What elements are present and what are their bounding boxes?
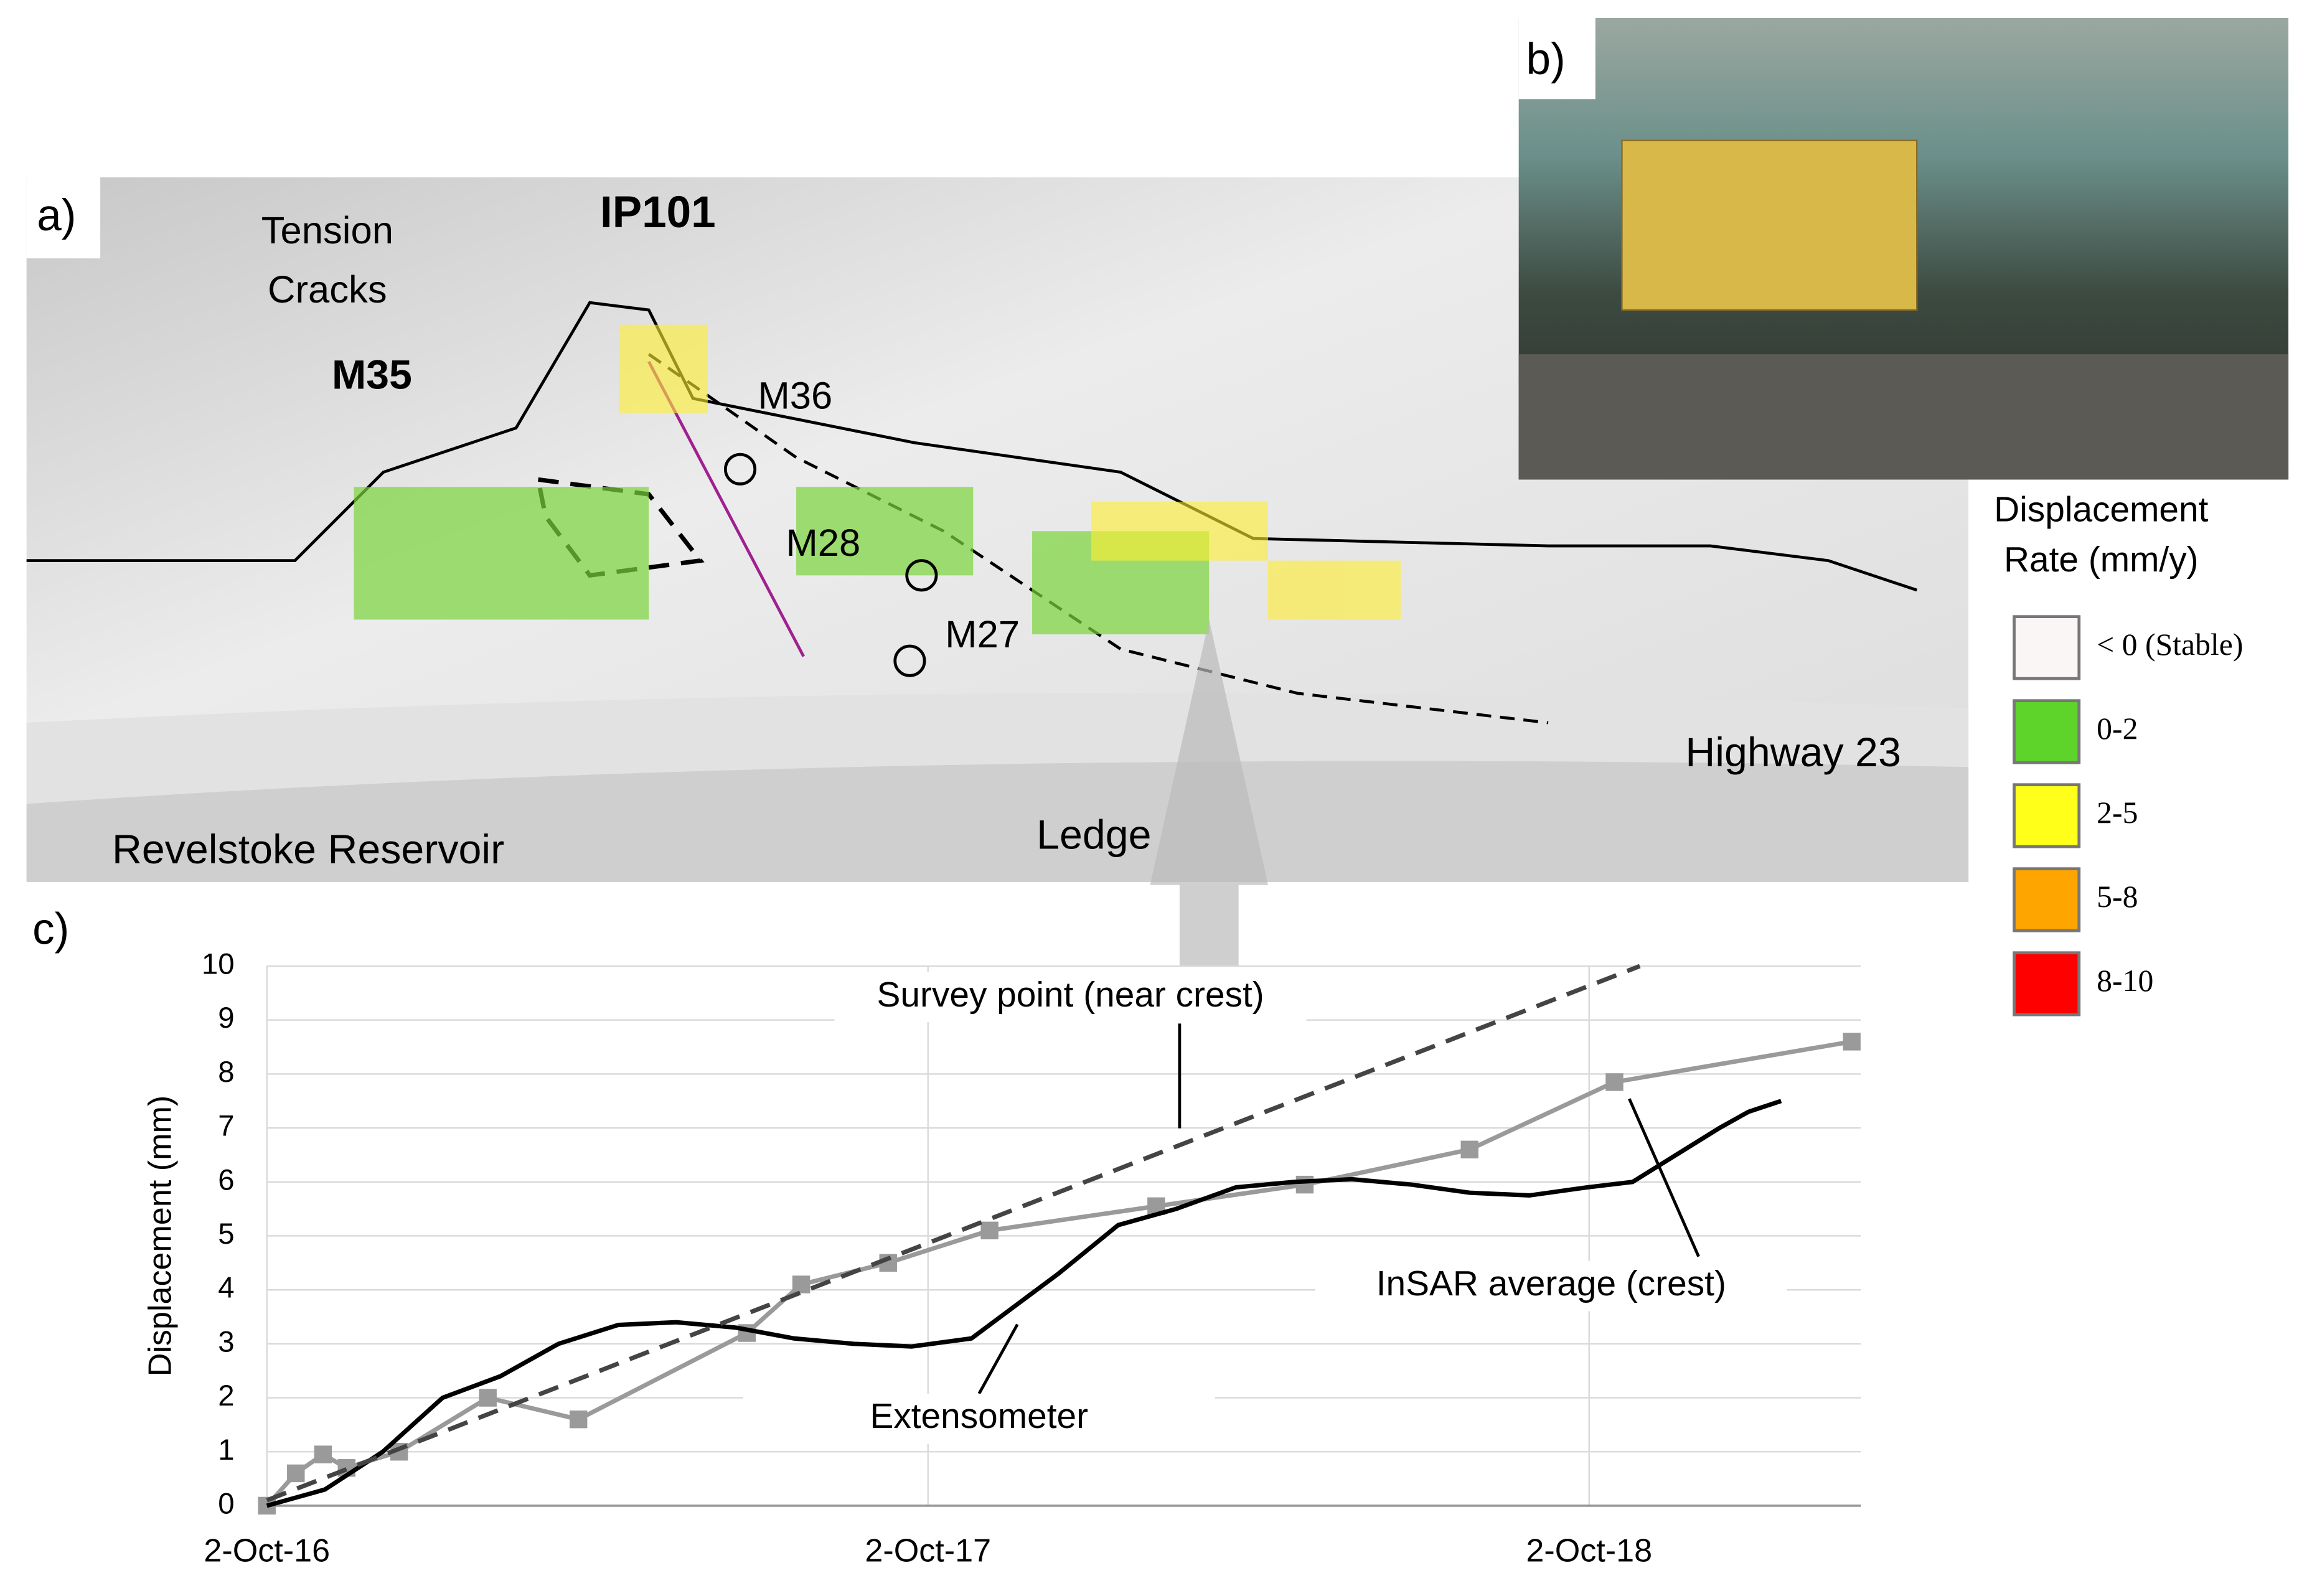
- legend-label: 0-2: [2097, 711, 2138, 746]
- legend: Displacement Rate (mm/y) < 0 (Stable) 0-2 2-…: [1994, 491, 2243, 1016]
- panel-label: b): [1526, 35, 1566, 84]
- marker-circle: [905, 559, 938, 592]
- y-tick-label: 8: [218, 1056, 234, 1089]
- series-line: [266, 1099, 1782, 1508]
- boundary-line: [26, 301, 1917, 592]
- series-marker: [1843, 1033, 1861, 1051]
- reservoir-area: [26, 761, 1969, 883]
- series-marker: [792, 1275, 811, 1293]
- legend-swatch: [2013, 951, 2081, 1016]
- y-axis-label: Displacement (mm): [142, 1096, 178, 1377]
- map-label: IP101: [600, 188, 716, 237]
- insar-points-2: [619, 324, 1401, 620]
- legend-label: < 0 (Stable): [2097, 627, 2243, 662]
- marker-circle: [723, 453, 757, 486]
- rail: [1518, 354, 2289, 480]
- x-tick-label: 2-Oct-17: [865, 1533, 991, 1569]
- map-label: Revelstoke Reservoir: [112, 827, 504, 873]
- map-label: M35: [332, 352, 412, 398]
- y-tick-label: 9: [218, 1002, 234, 1035]
- series-marker: [479, 1389, 497, 1407]
- x-tick-label: 2-Oct-18: [1526, 1533, 1652, 1569]
- y-tick-label: 2: [218, 1379, 234, 1412]
- annotation-bg: [743, 1393, 1215, 1444]
- map-label: Tension: [261, 209, 393, 252]
- leader-line: [1628, 1098, 1700, 1257]
- map-label: Ledge: [1036, 812, 1151, 858]
- series-line: [266, 964, 1641, 1503]
- series-line: [265, 1039, 1853, 1508]
- series-marker: [1605, 1073, 1624, 1091]
- legend-title: Rate (mm/y): [2004, 540, 2199, 580]
- leader-line: [977, 1323, 1019, 1395]
- series-marker: [980, 1221, 999, 1240]
- y-tick-label: 3: [218, 1325, 234, 1358]
- legend-swatch: [2013, 783, 2081, 848]
- photo: [1518, 17, 2289, 480]
- map-label: M28: [786, 522, 860, 565]
- y-tick-label: 6: [218, 1163, 234, 1196]
- y-tick-label: 1: [218, 1434, 234, 1467]
- legend-swatch: [2013, 867, 2081, 932]
- legend-label: 8-10: [2097, 964, 2153, 998]
- series-marker: [1460, 1140, 1478, 1158]
- panel-label: c): [32, 904, 69, 954]
- y-tick-label: 0: [218, 1487, 234, 1520]
- chart: 0 1 2 3 4 5 6 7 8 9 10 2-Oct-16 2-Oct-17 2-Oct-18 Disp…: [142, 948, 1861, 1569]
- x-tick-label: 2-Oct-16: [204, 1533, 330, 1569]
- series-marker: [569, 1411, 588, 1429]
- annotation: InSAR average (crest): [1376, 1264, 1726, 1303]
- y-tick-label: 7: [218, 1110, 234, 1143]
- legend-swatch: [2013, 615, 2081, 680]
- annotation-bg: [834, 972, 1307, 1023]
- map-label: Cracks: [268, 268, 387, 311]
- label-bg: [26, 177, 101, 259]
- legend-label: 2-5: [2097, 796, 2138, 830]
- marker-circle: [893, 644, 926, 677]
- map-label: M27: [945, 613, 1020, 656]
- annotation: Survey point (near crest): [877, 975, 1264, 1015]
- y-tick-label: 5: [218, 1218, 234, 1251]
- annotation: Extensometer: [870, 1397, 1088, 1436]
- annotation-bg: [1315, 1260, 1787, 1312]
- map-label: M36: [758, 374, 832, 417]
- y-tick-label: 10: [202, 948, 235, 981]
- series-marker: [1295, 1175, 1314, 1194]
- legend-swatch: [2013, 699, 2081, 764]
- legend-label: 5-8: [2097, 880, 2138, 914]
- series-marker: [287, 1464, 305, 1483]
- legend-title: Displacement: [1994, 491, 2208, 530]
- arrow: [1150, 619, 1269, 967]
- series-marker: [314, 1445, 332, 1463]
- panel-label: a): [37, 191, 76, 240]
- y-tick-label: 4: [218, 1272, 234, 1305]
- label-bg: [1518, 17, 1595, 100]
- instrument: [1621, 139, 1918, 311]
- map-label: Highway 23: [1685, 730, 1901, 776]
